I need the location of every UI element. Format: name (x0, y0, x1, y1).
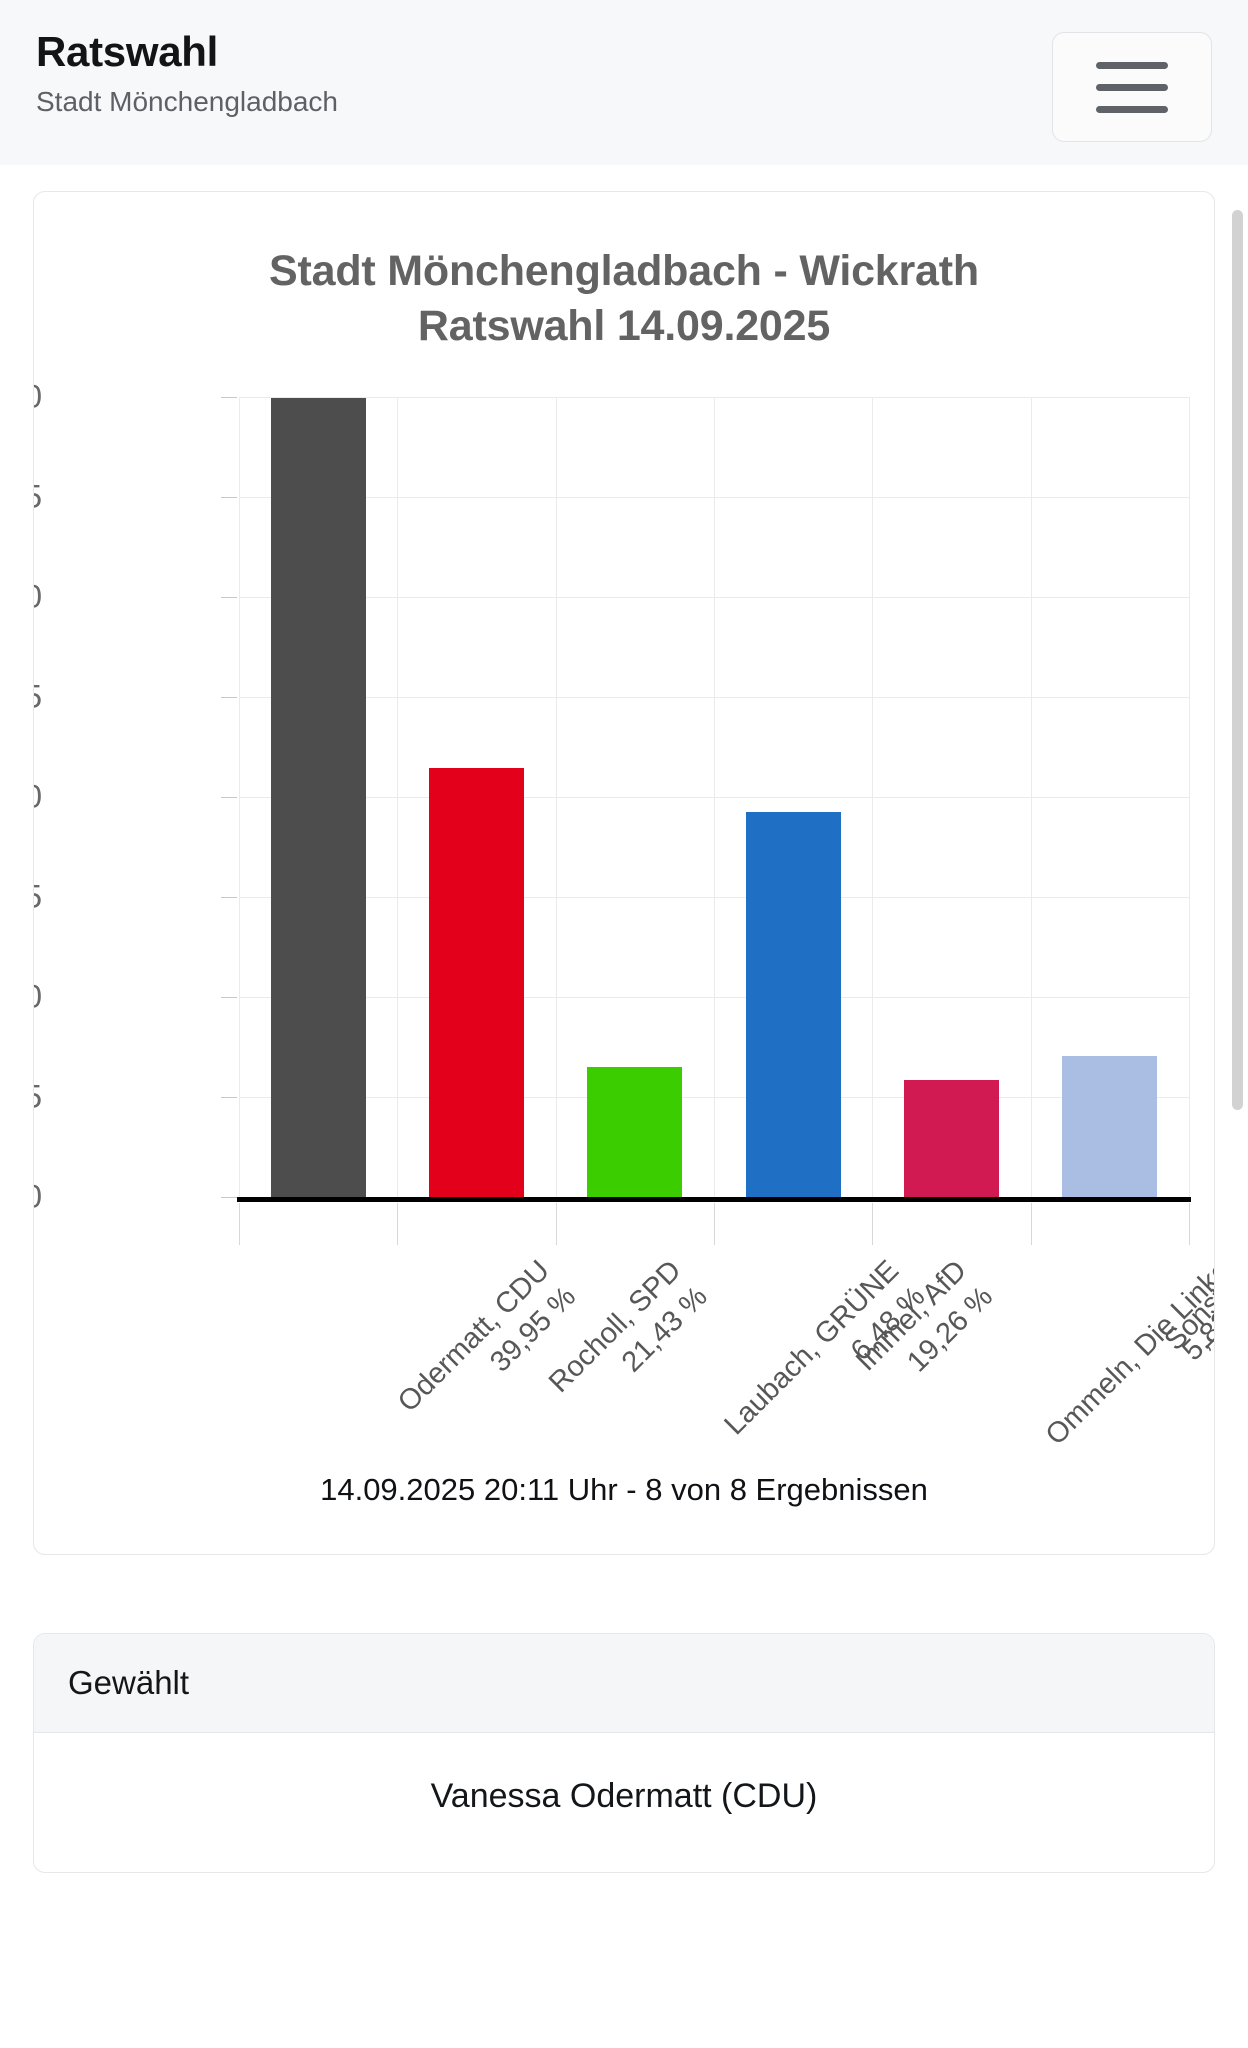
hamburger-menu-icon-line-2 (1096, 83, 1168, 91)
x-axis-tick-label: Rocholl, SPD 21,43 % (541, 1253, 715, 1427)
x-axis-baseline (237, 1197, 1191, 1203)
x-tick-mark (239, 1203, 240, 1246)
elected-card: Gewählt Vanessa Odermatt (CDU) (33, 1633, 1215, 1874)
bar-AfD[interactable] (745, 811, 841, 1198)
x-gridline (872, 397, 874, 1198)
y-axis-tick-label: 15 (34, 879, 42, 916)
bar-GRÜNE[interactable] (587, 1067, 683, 1198)
y-tick-mark (221, 397, 237, 399)
x-axis-tick-label: Odermatt, CDU 39,95 % (391, 1253, 585, 1447)
hamburger-menu-button[interactable] (1052, 32, 1212, 142)
vertical-scrollbar-thumb[interactable] (1232, 210, 1243, 1110)
y-tick-mark (221, 497, 237, 499)
y-axis-tick-label: 5 (34, 1079, 42, 1116)
bar-Die Linke[interactable] (904, 1080, 999, 1198)
y-tick-mark (221, 1197, 237, 1199)
x-gridline (555, 397, 557, 1198)
x-tick-mark (714, 1203, 715, 1246)
vertical-scrollbar[interactable] (1228, 0, 1248, 2048)
y-axis-tick-label: 0 (34, 1179, 42, 1216)
elected-card-header: Gewählt (34, 1634, 1214, 1734)
hamburger-menu-icon-line-1 (1096, 61, 1168, 69)
y-tick-mark (221, 797, 237, 799)
page-title: Ratswahl (36, 28, 218, 75)
x-gridline (397, 397, 399, 1198)
bar-SPD[interactable] (429, 768, 524, 1198)
header-titles: Ratswahl Stadt Mönchengladbach (36, 24, 338, 123)
x-tick-mark (1189, 1203, 1190, 1246)
bar-Sonstige[interactable] (1062, 1056, 1158, 1198)
y-axis-tick-label: 10 (34, 979, 42, 1016)
y-tick-mark (221, 597, 237, 599)
y-axis-tick-label: 25 (34, 679, 42, 716)
y-tick-mark (221, 897, 237, 899)
chart-title-line-2: Ratswahl 14.09.2025 (417, 302, 831, 351)
x-gridline (239, 397, 240, 1198)
elected-person-name: Vanessa Odermatt (CDU) (430, 1777, 818, 1816)
y-axis-tick-label: 30 (34, 579, 42, 616)
y-tick-mark (221, 697, 237, 699)
plot-region (239, 397, 1190, 1198)
hamburger-menu-icon-line-3 (1096, 105, 1168, 113)
y-tick-mark (221, 1097, 237, 1099)
x-gridline (714, 397, 715, 1198)
bar-CDU[interactable] (270, 398, 366, 1198)
chart-title: Stadt Mönchengladbach - Wickrath Ratswah… (34, 226, 1214, 354)
page-subtitle: Stadt Mönchengladbach (36, 86, 338, 118)
x-gridline (1189, 397, 1190, 1198)
x-tick-mark (397, 1203, 399, 1246)
y-axis-tick-label: 40 (34, 379, 42, 416)
chart-card: Stadt Mönchengladbach - Wickrath Ratswah… (33, 191, 1215, 1556)
page-body: Stadt Mönchengladbach - Wickrath Ratswah… (0, 165, 1248, 1874)
x-gridline (1030, 397, 1032, 1198)
app-header: Ratswahl Stadt Mönchengladbach (0, 0, 1248, 165)
x-tick-mark (872, 1203, 874, 1246)
y-axis-tick-label: 35 (34, 479, 42, 516)
chart-title-line-1: Stadt Mönchengladbach - Wickrath (269, 247, 979, 295)
x-tick-mark (555, 1203, 557, 1246)
y-tick-mark (221, 997, 237, 999)
y-axis-tick-label: 20 (34, 779, 42, 816)
x-tick-mark (1030, 1203, 1032, 1246)
chart-footnote: 14.09.2025 20:11 Uhr - 8 von 8 Ergebniss… (320, 1472, 928, 1508)
